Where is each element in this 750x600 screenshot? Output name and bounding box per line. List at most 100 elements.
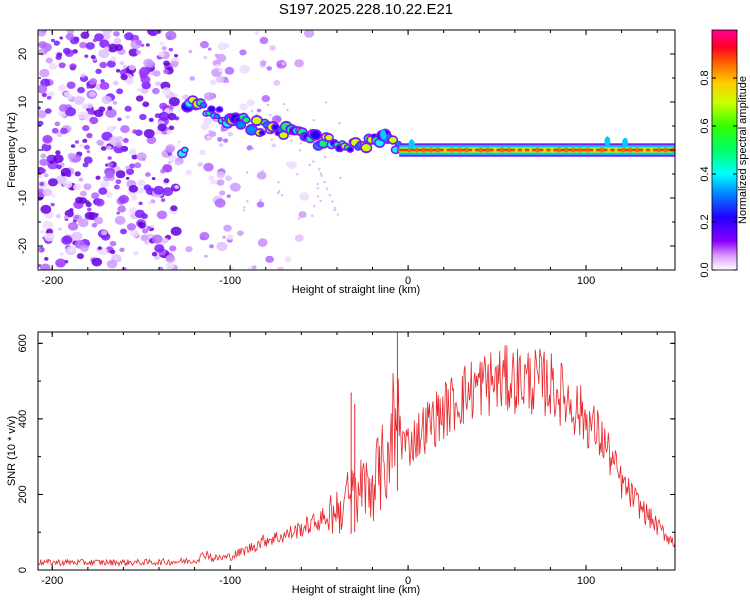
noise-dot	[261, 170, 264, 173]
noise-blob	[174, 93, 179, 98]
noise-blob	[117, 205, 126, 213]
spur-dot	[333, 206, 337, 210]
spur-dot	[320, 174, 324, 177]
noise-blob	[134, 209, 146, 219]
noise-dot	[280, 194, 284, 197]
ridge-blob	[319, 140, 328, 147]
noise-blob	[46, 228, 54, 235]
noise-blob	[101, 230, 108, 236]
noise-blob	[95, 175, 101, 180]
noise-blob	[78, 143, 85, 148]
band-segment	[479, 147, 483, 153]
snr-frame	[37, 331, 676, 571]
noise-blob	[223, 224, 232, 232]
noise-dot	[246, 200, 249, 203]
noise-blob	[136, 152, 147, 161]
noise-blob	[135, 95, 144, 102]
noise-blob	[128, 148, 137, 156]
noise-blob	[100, 146, 107, 151]
band-segment	[493, 147, 497, 153]
noise-dot	[316, 195, 320, 198]
noise-blob	[159, 102, 168, 110]
noise-blob	[38, 110, 47, 119]
noise-blob	[251, 265, 257, 270]
band-segment	[564, 147, 568, 153]
noise-blob	[225, 175, 232, 182]
band-segment	[642, 147, 646, 153]
noise-blob	[256, 108, 262, 113]
noise-dot	[243, 206, 246, 209]
noise-blob	[204, 254, 208, 258]
noise-blob	[210, 179, 217, 185]
noise-blob	[227, 131, 234, 137]
noise-blob	[63, 91, 70, 97]
noise-blob	[145, 43, 150, 47]
noise-blob	[125, 115, 130, 119]
noise-blob	[54, 121, 61, 127]
noise-blob	[120, 73, 128, 81]
noise-dot	[299, 142, 303, 145]
noise-blob	[80, 31, 90, 39]
noise-blob	[113, 37, 122, 45]
noise-blob	[46, 95, 52, 100]
noise-blob	[59, 252, 64, 257]
noise-dot	[311, 214, 314, 218]
colorbar-tick-label: 0.6	[699, 118, 711, 133]
band-bump	[408, 139, 415, 150]
colorbar-tick-label: 0.8	[699, 70, 711, 85]
noise-blob	[56, 164, 62, 170]
noise-blob	[199, 231, 210, 241]
noise-blob	[48, 62, 58, 70]
noise-blob	[208, 175, 215, 181]
noise-blob	[137, 179, 146, 187]
noise-blob	[88, 80, 95, 86]
noise-blob	[209, 244, 214, 249]
noise-blob	[173, 53, 179, 58]
band-segment	[521, 147, 525, 153]
noise-blob	[98, 48, 110, 59]
y-tick-label: -10	[17, 190, 29, 206]
ridge-blob	[375, 139, 384, 147]
noise-blob	[124, 32, 134, 41]
noise-blob	[86, 85, 91, 89]
noise-blob	[131, 195, 138, 201]
noise-blob	[44, 108, 52, 114]
noise-blob	[109, 240, 117, 247]
noise-blob	[203, 162, 214, 172]
band-segment	[457, 147, 461, 153]
noise-blob	[77, 86, 85, 94]
noise-blob	[109, 249, 116, 255]
noise-blob	[154, 113, 161, 119]
noise-blob	[174, 185, 180, 189]
noise-blob	[42, 220, 54, 230]
snr-plot-area	[38, 332, 675, 567]
noise-blob	[66, 173, 72, 178]
noise-blob	[284, 256, 292, 263]
noise-blob	[43, 173, 49, 178]
noise-blob	[58, 62, 66, 69]
noise-dot	[251, 147, 255, 150]
noise-blob	[45, 57, 53, 64]
noise-blob	[125, 176, 130, 180]
noise-blob	[135, 49, 142, 55]
band-segment	[586, 147, 590, 153]
noise-blob	[138, 222, 146, 229]
noise-blob	[117, 117, 122, 122]
noise-blob	[84, 211, 95, 220]
band-segment	[550, 147, 554, 153]
noise-blob	[158, 111, 170, 121]
band-segment	[408, 147, 412, 153]
noise-blob	[237, 230, 244, 236]
noise-blob	[165, 30, 177, 41]
colorbar-ticks: 0.0 0.2 0.4 0.6 0.8	[699, 70, 737, 278]
noise-blob	[115, 141, 123, 148]
noise-blob	[261, 95, 271, 103]
noise-dot	[312, 160, 315, 163]
band-segment	[529, 147, 533, 153]
noise-dot	[250, 109, 254, 113]
noise-blob	[271, 143, 276, 148]
noise-blob	[53, 40, 60, 46]
noise-blob	[153, 185, 165, 195]
band-segment	[465, 147, 469, 153]
noise-blob	[145, 172, 151, 177]
